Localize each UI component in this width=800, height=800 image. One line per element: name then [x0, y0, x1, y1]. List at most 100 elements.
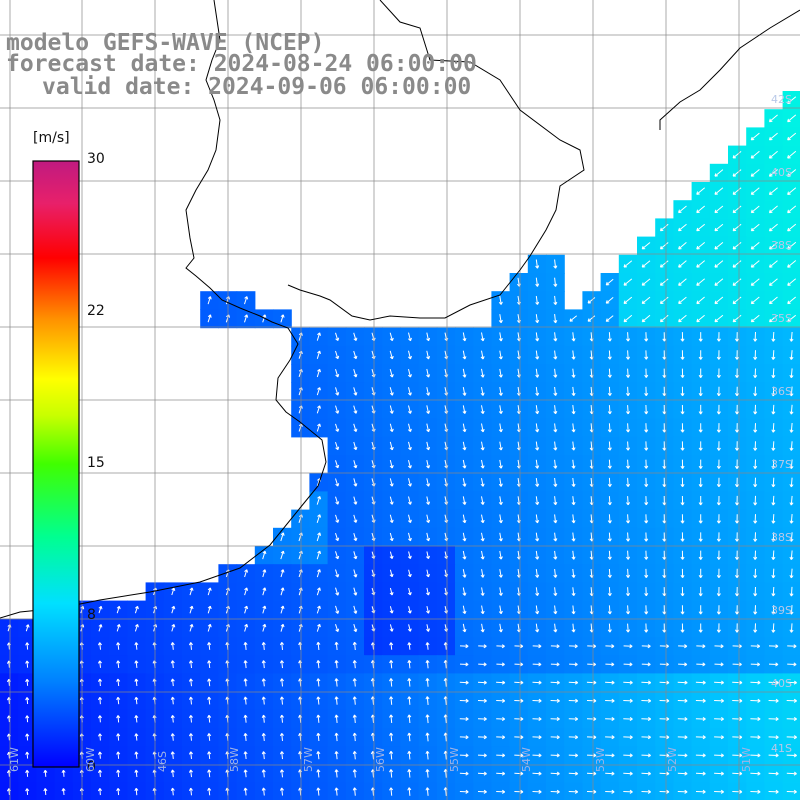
wind-arrow — [496, 698, 506, 703]
wind-arrow — [750, 187, 760, 195]
wind-arrow — [116, 678, 121, 687]
wind-arrow — [571, 441, 576, 451]
colorbar-tick-15: 15 — [87, 455, 105, 471]
wind-arrow — [568, 771, 579, 776]
wind-arrow — [407, 659, 412, 669]
wind-arrow — [753, 550, 758, 560]
lat-label: 40S — [771, 166, 792, 179]
wind-arrow — [553, 405, 558, 415]
wind-arrow — [262, 623, 267, 632]
wind-arrow — [407, 714, 412, 724]
wind-arrow — [25, 733, 30, 741]
wind-arrow — [97, 678, 102, 687]
wind-arrow — [695, 771, 706, 776]
wind-arrow — [426, 624, 430, 632]
wind-arrow — [698, 623, 703, 633]
wind-arrow — [732, 716, 743, 722]
wind-arrow — [477, 789, 487, 794]
wind-arrow — [680, 550, 685, 560]
wind-arrow — [680, 477, 685, 488]
wind-arrow — [734, 605, 740, 615]
wind-arrow — [389, 387, 394, 396]
wind-arrow — [716, 368, 721, 378]
wind-arrow — [771, 331, 776, 342]
wind-arrow — [425, 642, 430, 650]
wind-arrow — [641, 662, 651, 667]
wind-arrow — [498, 332, 503, 342]
wind-arrow — [480, 387, 485, 396]
wind-arrow — [426, 605, 430, 614]
wind-arrow — [462, 423, 467, 433]
wind-arrow — [734, 495, 740, 506]
wind-arrow — [280, 605, 285, 614]
wind-arrow — [623, 753, 633, 758]
wind-arrow — [316, 714, 321, 723]
wind-arrow — [586, 735, 597, 740]
wind-arrow — [496, 753, 506, 758]
wind-arrow — [170, 769, 175, 778]
wind-arrow — [279, 751, 284, 760]
wind-arrow — [696, 260, 706, 268]
wind-arrow — [753, 459, 758, 469]
wind-arrow — [753, 350, 758, 360]
wind-arrow — [407, 387, 412, 396]
wind-arrow — [407, 787, 412, 796]
wind-arrow — [550, 771, 560, 776]
wind-arrow — [789, 477, 794, 488]
wind-arrow — [498, 368, 503, 378]
wind-arrow — [389, 350, 394, 360]
wind-arrow — [389, 441, 394, 451]
wind-arrow — [352, 678, 357, 687]
wind-arrow — [732, 205, 742, 214]
wind-arrow — [43, 788, 48, 796]
wind-arrow — [459, 771, 469, 776]
lat-label: 37S — [771, 458, 792, 471]
wind-arrow — [769, 314, 778, 323]
wind-arrow — [714, 187, 724, 195]
wind-arrow — [389, 459, 394, 469]
wind-arrow — [316, 787, 321, 796]
wind-arrow — [535, 423, 540, 433]
wind-arrow — [680, 332, 685, 342]
wind-arrow — [732, 771, 743, 776]
wind-arrow — [535, 441, 540, 451]
wind-arrow — [97, 660, 102, 668]
wind-arrow — [553, 459, 558, 469]
wind-arrow — [607, 459, 612, 469]
wind-arrow — [587, 644, 597, 649]
title-valid-date: valid date: 2024-09-06 06:00:00 — [42, 74, 472, 100]
wind-arrow — [207, 660, 212, 669]
wind-arrow — [188, 696, 193, 705]
wind-arrow — [335, 605, 340, 614]
wind-arrow — [698, 477, 703, 488]
wind-arrow — [695, 698, 706, 703]
wind-arrow — [352, 714, 357, 723]
wind-arrow — [553, 496, 558, 506]
wind-arrow — [171, 587, 176, 596]
wind-arrow — [477, 753, 487, 758]
wind-arrow — [659, 260, 669, 268]
wind-arrow — [553, 605, 558, 615]
wind-arrow — [462, 623, 467, 633]
wind-arrow — [116, 787, 121, 796]
wind-arrow — [280, 623, 285, 632]
wind-arrow — [698, 441, 703, 451]
lon-label: 53W — [594, 747, 607, 772]
wind-arrow — [316, 496, 322, 505]
wind-arrow — [605, 680, 615, 685]
wind-arrow — [514, 662, 524, 667]
wind-arrow — [605, 716, 615, 722]
wind-arrow — [641, 242, 651, 250]
wind-arrow — [480, 514, 485, 524]
wind-arrow — [787, 296, 797, 305]
wind-arrow — [25, 769, 30, 777]
wind-arrow — [698, 459, 703, 469]
wind-arrow — [535, 496, 540, 506]
wind-arrow — [407, 459, 412, 469]
wind-arrow — [334, 714, 339, 723]
wind-arrow — [352, 696, 357, 705]
wind-arrow — [789, 605, 794, 615]
wind-arrow — [97, 733, 102, 741]
wind-arrow — [316, 532, 322, 542]
wind-arrow — [535, 605, 540, 615]
